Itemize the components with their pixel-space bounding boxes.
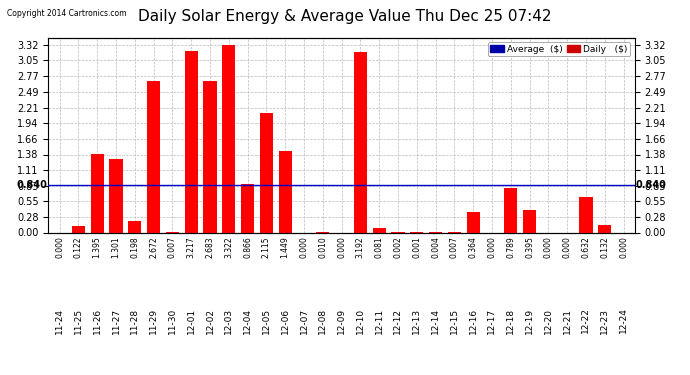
Text: 12-13: 12-13 — [412, 308, 421, 334]
Bar — [147, 81, 160, 232]
Text: 3.192: 3.192 — [356, 236, 365, 258]
Bar — [110, 159, 123, 232]
Text: 0.000: 0.000 — [55, 236, 64, 258]
Text: 0.840: 0.840 — [17, 180, 48, 190]
Text: 2.672: 2.672 — [149, 236, 158, 258]
Text: 12-23: 12-23 — [600, 308, 609, 333]
Text: Copyright 2014 Cartronics.com: Copyright 2014 Cartronics.com — [7, 9, 126, 18]
Text: 12-15: 12-15 — [450, 308, 459, 334]
Text: 0.000: 0.000 — [562, 236, 571, 258]
Text: 0.632: 0.632 — [582, 236, 591, 258]
Text: 12-07: 12-07 — [299, 308, 308, 334]
Text: 12-10: 12-10 — [356, 308, 365, 334]
Text: 0.132: 0.132 — [600, 236, 609, 258]
Text: 0.004: 0.004 — [431, 236, 440, 258]
Bar — [279, 151, 292, 232]
Bar — [523, 210, 536, 232]
Text: 12-11: 12-11 — [375, 308, 384, 334]
Text: 0.866: 0.866 — [243, 236, 252, 258]
Text: 0.000: 0.000 — [299, 236, 308, 258]
Text: 2.683: 2.683 — [206, 236, 215, 258]
Text: 12-21: 12-21 — [562, 308, 571, 333]
Text: 0.364: 0.364 — [469, 236, 477, 258]
Text: 0.000: 0.000 — [487, 236, 496, 258]
Text: 0.840: 0.840 — [635, 180, 667, 190]
Text: 12-04: 12-04 — [243, 308, 252, 333]
Text: 12-08: 12-08 — [318, 308, 327, 334]
Text: 0.081: 0.081 — [375, 236, 384, 258]
Text: 11-30: 11-30 — [168, 308, 177, 334]
Text: 0.000: 0.000 — [544, 236, 553, 258]
Text: 12-14: 12-14 — [431, 308, 440, 333]
Bar — [504, 188, 518, 232]
Text: 12-12: 12-12 — [393, 308, 402, 333]
Bar — [259, 113, 273, 232]
Bar — [580, 197, 593, 232]
Bar — [598, 225, 611, 232]
Text: 12-03: 12-03 — [224, 308, 233, 334]
Bar — [128, 221, 141, 232]
Text: 12-09: 12-09 — [337, 308, 346, 334]
Bar — [204, 81, 217, 232]
Text: 0.010: 0.010 — [318, 236, 327, 258]
Bar — [222, 45, 235, 232]
Text: 0.002: 0.002 — [393, 236, 402, 258]
Text: 12-19: 12-19 — [525, 308, 534, 334]
Text: 12-05: 12-05 — [262, 308, 271, 334]
Text: 3.217: 3.217 — [187, 236, 196, 258]
Bar — [241, 183, 254, 232]
Text: 3.322: 3.322 — [224, 236, 233, 258]
Text: 11-24: 11-24 — [55, 308, 64, 333]
Text: 0.007: 0.007 — [168, 236, 177, 258]
Bar — [466, 212, 480, 232]
Text: 0.001: 0.001 — [412, 236, 421, 258]
Text: 0.007: 0.007 — [450, 236, 459, 258]
Text: 1.449: 1.449 — [281, 236, 290, 258]
Text: 11-28: 11-28 — [130, 308, 139, 334]
Text: 0.122: 0.122 — [74, 236, 83, 258]
Text: 12-16: 12-16 — [469, 308, 477, 334]
Text: 12-24: 12-24 — [619, 308, 628, 333]
Text: 0.000: 0.000 — [619, 236, 628, 258]
Bar — [90, 154, 104, 232]
Text: 0.395: 0.395 — [525, 236, 534, 258]
Text: 12-02: 12-02 — [206, 308, 215, 333]
Bar — [354, 52, 367, 232]
Text: 0.198: 0.198 — [130, 236, 139, 258]
Bar — [185, 51, 198, 232]
Bar — [72, 226, 85, 232]
Text: 12-18: 12-18 — [506, 308, 515, 334]
Text: 0.789: 0.789 — [506, 236, 515, 258]
Text: 12-01: 12-01 — [187, 308, 196, 334]
Text: Daily Solar Energy & Average Value Thu Dec 25 07:42: Daily Solar Energy & Average Value Thu D… — [138, 9, 552, 24]
Text: 0.000: 0.000 — [337, 236, 346, 258]
Text: 2.115: 2.115 — [262, 236, 271, 258]
Text: 11-25: 11-25 — [74, 308, 83, 334]
Text: 1.301: 1.301 — [112, 236, 121, 258]
Bar — [373, 228, 386, 232]
Legend: Average  ($), Daily   ($): Average ($), Daily ($) — [488, 42, 630, 56]
Text: 12-20: 12-20 — [544, 308, 553, 333]
Text: 11-26: 11-26 — [92, 308, 101, 334]
Text: 12-17: 12-17 — [487, 308, 496, 334]
Text: 11-27: 11-27 — [112, 308, 121, 334]
Text: 12-22: 12-22 — [582, 308, 591, 333]
Text: 1.395: 1.395 — [92, 236, 101, 258]
Text: 12-06: 12-06 — [281, 308, 290, 334]
Text: 11-29: 11-29 — [149, 308, 158, 334]
